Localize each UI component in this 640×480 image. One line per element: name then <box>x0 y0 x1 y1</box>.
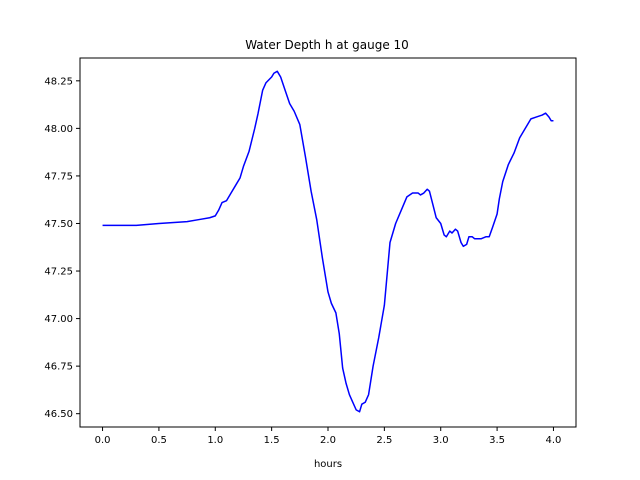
y-tick-label: 46.50 <box>44 409 73 420</box>
x-tick-label: 3.0 <box>433 435 449 446</box>
x-tick-label: 0.5 <box>151 435 167 446</box>
x-tick-label: 4.0 <box>546 435 562 446</box>
series-line <box>102 70 554 413</box>
y-tick-label: 47.00 <box>44 314 73 325</box>
x-tick-label: 1.5 <box>264 435 280 446</box>
x-tick-label: 2.0 <box>320 435 336 446</box>
plot-frame <box>79 57 577 428</box>
y-tick-label: 48.25 <box>44 76 73 87</box>
y-tick-label: 47.50 <box>44 219 73 230</box>
x-axis-label: hours <box>314 459 342 470</box>
x-axis: 0.0 0.5 1.0 1.5 2.0 2.5 3.0 3.5 4.0 <box>95 427 562 446</box>
x-tick-label: 2.5 <box>376 435 392 446</box>
y-tick-label: 47.75 <box>44 171 73 182</box>
y-tick-label: 47.25 <box>44 267 73 278</box>
y-tick-label: 48.00 <box>44 124 73 135</box>
x-tick-label: 0.0 <box>95 435 111 446</box>
x-tick-label: 3.5 <box>489 435 505 446</box>
y-tick-label: 46.75 <box>44 362 73 373</box>
chart-title: Water Depth h at gauge 10 <box>245 38 409 52</box>
x-tick-label: 1.0 <box>207 435 223 446</box>
y-axis: 46.50 46.75 47.00 47.25 47.50 47.75 48.00 48.25 <box>44 76 80 420</box>
